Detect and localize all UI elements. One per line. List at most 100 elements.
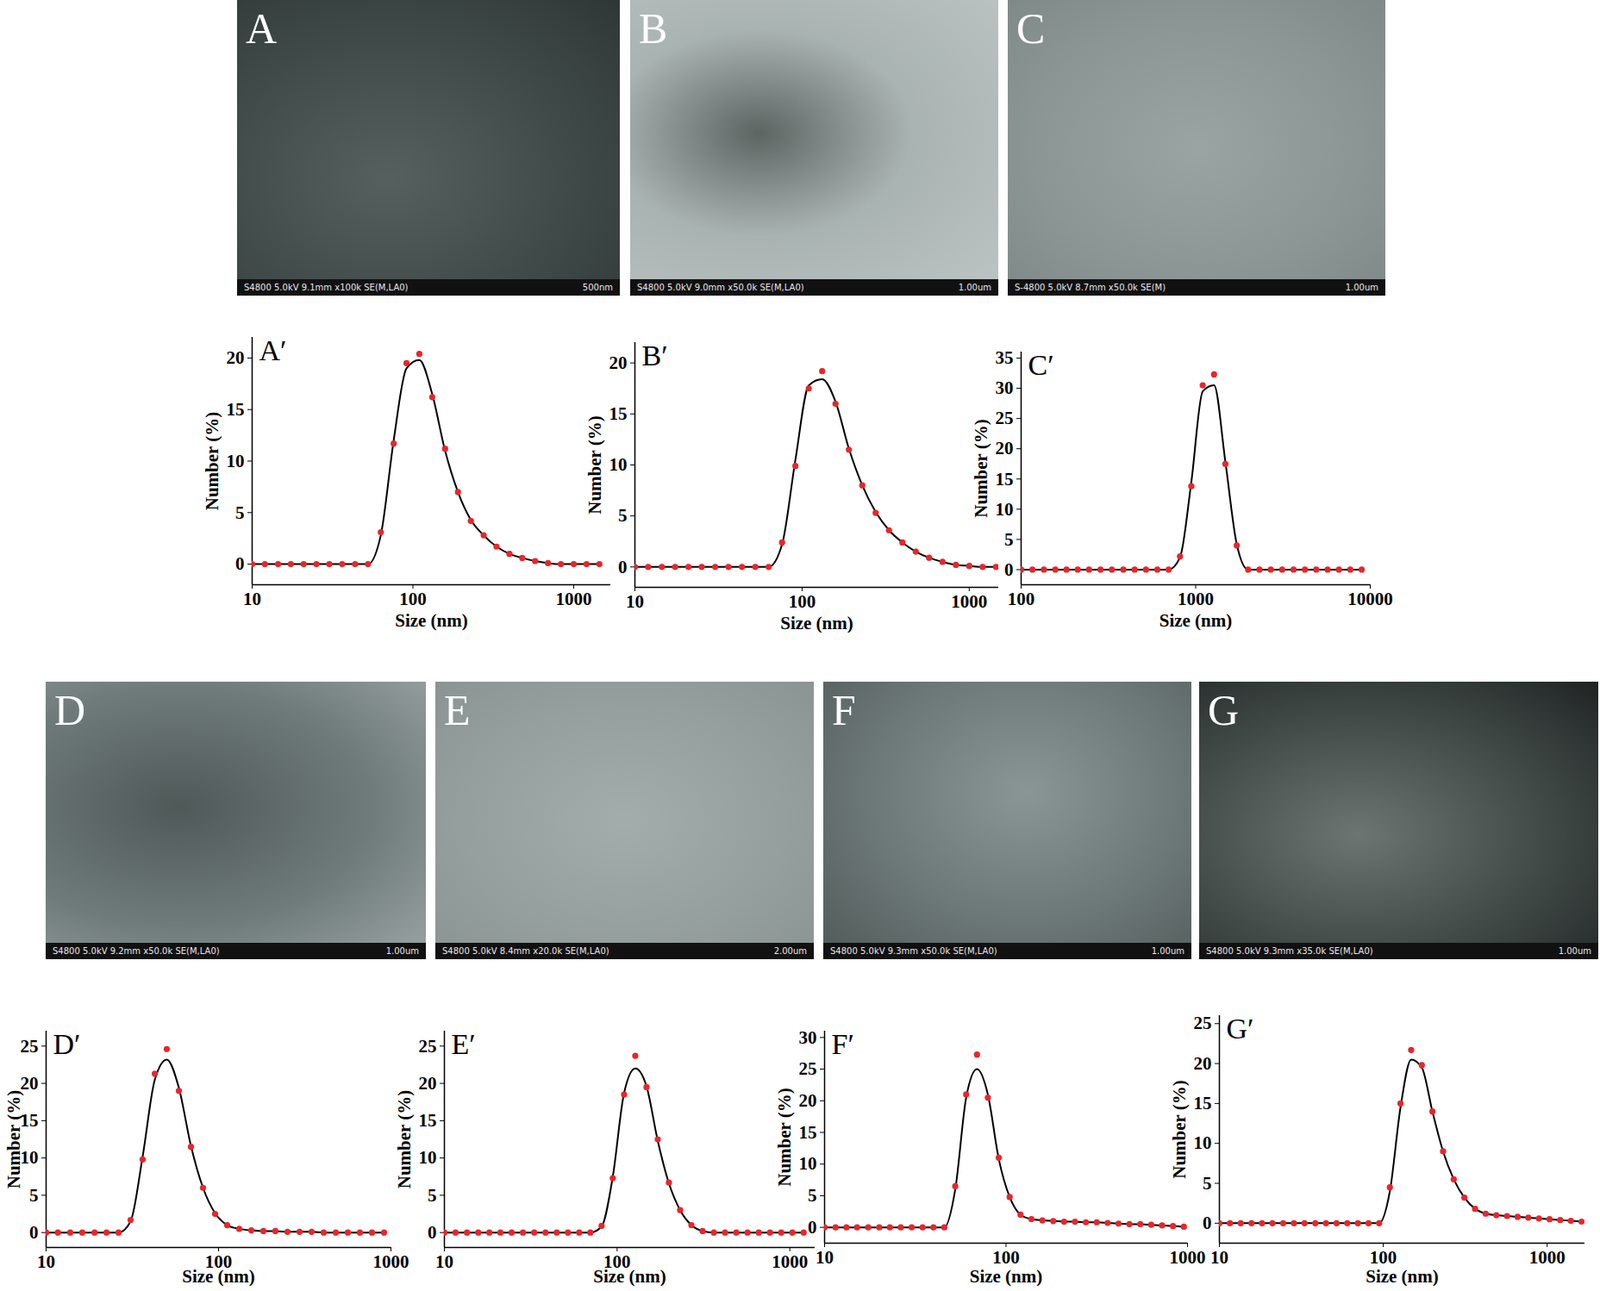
svg-text:Size (nm): Size (nm): [969, 1266, 1044, 1288]
html-text:1.00um: 1.00um: [385, 946, 419, 957]
svg-text:Size (nm): Size (nm): [394, 610, 469, 632]
svg-text:20: 20: [609, 352, 628, 374]
svg-text:5: 5: [235, 502, 245, 524]
svg-text:Number (%): Number (%): [393, 1090, 415, 1190]
svg-text:1000: 1000: [1529, 1247, 1566, 1269]
svg-text:30: 30: [799, 1027, 818, 1049]
svg-text:0: 0: [618, 556, 628, 578]
svg-text:5: 5: [1004, 529, 1014, 550]
svg-text:10: 10: [418, 1147, 438, 1169]
svg-text:10000: 10000: [1347, 588, 1394, 610]
svg-text:Number (%): Number (%): [1168, 1080, 1190, 1180]
html-text:F: F: [831, 686, 856, 735]
svg-text:25: 25: [799, 1058, 818, 1080]
svg-text:15: 15: [418, 1110, 438, 1132]
svg-text:0: 0: [807, 1217, 818, 1238]
svg-text:E′: E′: [451, 1028, 476, 1061]
svg-text:Size (nm): Size (nm): [1365, 1266, 1439, 1288]
html-text:D: D: [54, 686, 86, 735]
html-text:A: A: [245, 4, 277, 53]
svg-text:20: 20: [20, 1073, 39, 1094]
svg-text:10: 10: [20, 1147, 39, 1169]
html-text:S4800 5.0kV 9.2mm x50.0k SE(M,: S4800 5.0kV 9.2mm x50.0k SE(M,LA0): [52, 946, 220, 957]
html-text:C: C: [1016, 4, 1046, 53]
svg-text:10: 10: [226, 450, 245, 472]
html-text:S-4800 5.0kV 8.7mm x50.0k SE(M: S-4800 5.0kV 8.7mm x50.0k SE(M): [1014, 282, 1166, 293]
svg-text:15: 15: [20, 1110, 39, 1132]
svg-text:1000: 1000: [950, 591, 988, 613]
svg-text:100: 100: [603, 1252, 631, 1273]
svg-text:100: 100: [1007, 588, 1036, 610]
svg-text:100: 100: [1369, 1247, 1397, 1269]
svg-text:15: 15: [226, 399, 245, 420]
svg-text:1000: 1000: [1177, 588, 1214, 610]
svg-text:5: 5: [1202, 1173, 1213, 1194]
svg-text:Number (%): Number (%): [584, 415, 606, 515]
svg-text:5: 5: [427, 1185, 438, 1207]
svg-text:1000: 1000: [556, 588, 593, 610]
svg-text:0: 0: [427, 1222, 438, 1244]
svg-text:25: 25: [995, 407, 1014, 429]
svg-text:20: 20: [226, 347, 245, 369]
svg-text:Number (%): Number (%): [3, 1090, 25, 1190]
svg-text:10: 10: [435, 1251, 454, 1273]
html-text:S4800 5.0kV 9.0mm x50.0k SE(M,: S4800 5.0kV 9.0mm x50.0k SE(M,LA0): [637, 282, 805, 293]
svg-text:5: 5: [618, 505, 628, 526]
svg-text:C′: C′: [1028, 349, 1055, 382]
svg-text:10: 10: [799, 1153, 818, 1175]
svg-text:10: 10: [1210, 1247, 1229, 1269]
svg-text:1000: 1000: [373, 1251, 410, 1273]
svg-text:20: 20: [995, 437, 1014, 459]
svg-text:35: 35: [995, 347, 1014, 369]
html-text:S4800 5.0kV 9.1mm x100k SE(M,L: S4800 5.0kV 9.1mm x100k SE(M,LA0): [243, 282, 409, 293]
svg-text:100: 100: [205, 1252, 233, 1273]
svg-text:Number (%): Number (%): [774, 1087, 795, 1188]
svg-text:100: 100: [399, 588, 427, 610]
svg-text:15: 15: [609, 403, 628, 425]
svg-text:0: 0: [29, 1222, 39, 1244]
svg-text:0: 0: [235, 553, 245, 575]
svg-text:A′: A′: [259, 334, 288, 367]
svg-text:25: 25: [20, 1036, 39, 1057]
svg-text:F′: F′: [831, 1028, 855, 1061]
svg-text:D′: D′: [53, 1028, 82, 1061]
svg-text:100: 100: [992, 1247, 1020, 1269]
svg-text:1000: 1000: [771, 1251, 808, 1273]
svg-text:15: 15: [995, 468, 1014, 489]
svg-text:Size (nm): Size (nm): [1159, 610, 1233, 632]
svg-text:10: 10: [1193, 1132, 1213, 1154]
svg-text:10: 10: [625, 591, 644, 613]
html-text:G: G: [1207, 686, 1239, 735]
svg-text:0: 0: [1202, 1212, 1213, 1234]
svg-text:1000: 1000: [1169, 1247, 1207, 1269]
html-text:1.00um: 1.00um: [958, 282, 992, 293]
svg-text:Size (nm): Size (nm): [593, 1266, 667, 1288]
svg-text:25: 25: [1193, 1012, 1213, 1034]
svg-text:30: 30: [995, 377, 1014, 399]
svg-text:Size (nm): Size (nm): [181, 1266, 256, 1288]
svg-text:15: 15: [799, 1122, 818, 1144]
svg-text:Number (%): Number (%): [201, 412, 223, 512]
svg-text:20: 20: [418, 1073, 438, 1094]
svg-text:100: 100: [788, 591, 817, 613]
svg-text:20: 20: [799, 1090, 818, 1112]
html-text:500nm: 500nm: [582, 282, 613, 293]
html-text:B: B: [638, 4, 668, 53]
svg-text:0: 0: [1004, 559, 1014, 581]
svg-text:20: 20: [1193, 1053, 1213, 1075]
svg-text:15: 15: [1193, 1093, 1213, 1114]
svg-text:25: 25: [418, 1036, 438, 1057]
svg-text:10: 10: [815, 1247, 834, 1269]
svg-text:10: 10: [37, 1251, 56, 1273]
svg-text:5: 5: [29, 1185, 39, 1207]
svg-text:Size (nm): Size (nm): [780, 612, 854, 634]
svg-text:10: 10: [243, 588, 262, 610]
svg-text:10: 10: [609, 454, 628, 475]
html-text:E: E: [443, 686, 471, 735]
svg-text:5: 5: [807, 1185, 818, 1207]
svg-text:B′: B′: [642, 339, 669, 372]
svg-text:G′: G′: [1226, 1012, 1255, 1045]
svg-text:Number (%): Number (%): [970, 418, 992, 519]
svg-text:10: 10: [995, 499, 1014, 520]
html-text:1.00um: 1.00um: [1345, 282, 1379, 293]
